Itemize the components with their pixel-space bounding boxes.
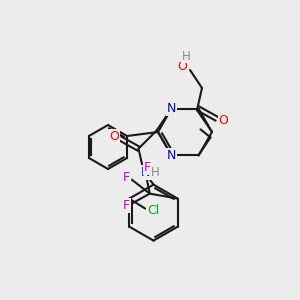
Text: F: F (144, 161, 151, 174)
Text: H: H (182, 50, 190, 62)
Text: H: H (151, 166, 160, 179)
Text: N: N (141, 166, 150, 179)
Text: O: O (177, 59, 187, 73)
Text: F: F (123, 171, 130, 184)
Text: F: F (123, 199, 130, 212)
Text: N: N (167, 149, 176, 162)
Text: O: O (110, 130, 119, 143)
Text: O: O (219, 114, 228, 127)
Text: N: N (167, 102, 176, 115)
Text: Cl: Cl (147, 204, 159, 217)
